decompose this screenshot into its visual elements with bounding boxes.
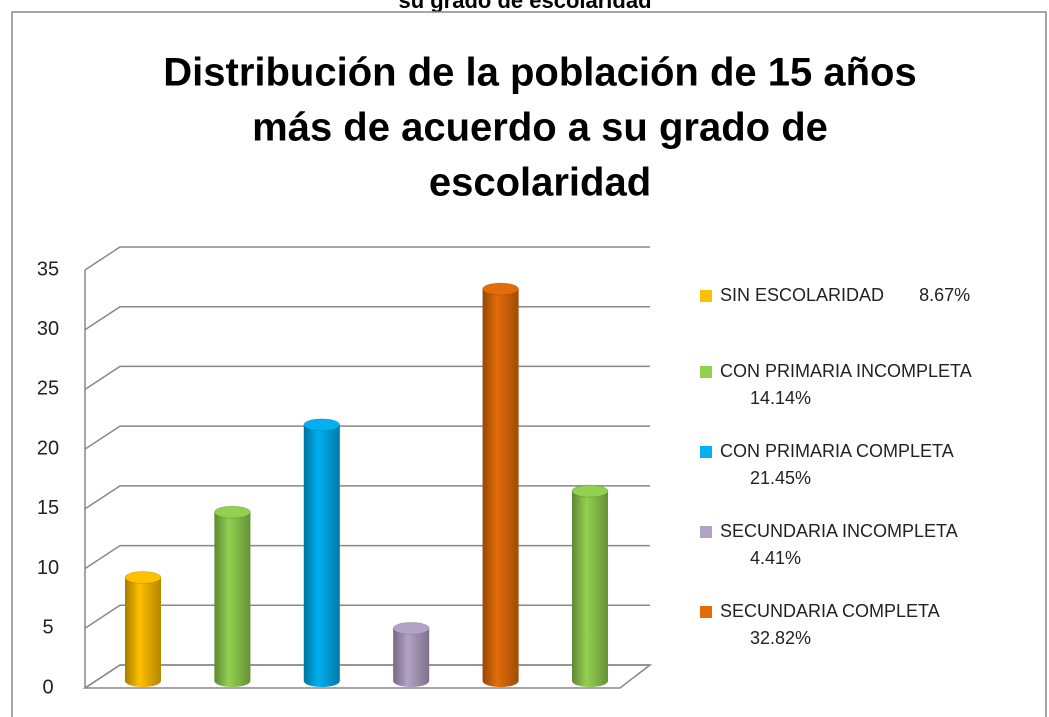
legend-text: SIN ESCOLARIDAD 8.67% <box>720 282 1030 309</box>
bar <box>213 505 251 687</box>
legend-swatch <box>700 526 712 538</box>
legend-label: SECUNDARIA COMPLETA <box>720 601 939 621</box>
bar-top <box>303 418 341 432</box>
page-header: su grado de escolaridad <box>398 0 651 13</box>
chart-title: Distribución de la población de 15 años <box>163 51 916 95</box>
grid-line <box>84 305 650 331</box>
grid-line <box>84 365 650 391</box>
y-tick-label: 25 <box>37 378 59 400</box>
bar-top <box>392 621 430 635</box>
bar <box>571 484 609 687</box>
y-tick-label: 5 <box>42 617 53 639</box>
legend-text: SECUNDARIA COMPLETA 32.82% <box>720 598 1030 652</box>
y-tick-label: 20 <box>37 437 59 459</box>
grid-line <box>84 425 650 450</box>
grid-line <box>84 664 650 689</box>
legend-text: SECUNDARIA INCOMPLETA 4.41% <box>720 518 1030 572</box>
legend-text: CON PRIMARIA INCOMPLETA 14.14% <box>720 358 1030 412</box>
legend-entry: SECUNDARIA COMPLETA 32.82% <box>700 598 1030 652</box>
bar-shade <box>125 577 161 687</box>
legend-label: CON PRIMARIA COMPLETA <box>720 441 953 461</box>
bar-shade <box>572 491 608 687</box>
bar-shade <box>482 289 519 687</box>
y-tick-label: 30 <box>37 318 59 340</box>
bar-top <box>213 505 251 519</box>
legend-entry: SIN ESCOLARIDAD 8.67% <box>700 282 1030 309</box>
legend-swatch <box>700 290 712 302</box>
chart-title: escolaridad <box>429 161 651 205</box>
grid-line <box>84 485 650 510</box>
grid-line <box>84 544 650 570</box>
legend-value: 21.45% <box>750 468 812 488</box>
bar-top <box>571 484 609 498</box>
y-tick-label: 35 <box>37 258 59 280</box>
y-tick-label: 15 <box>37 497 59 519</box>
legend-swatch <box>700 446 712 458</box>
legend-value: 8.67% <box>919 285 971 305</box>
legend-entry: CON PRIMARIA INCOMPLETA 14.14% <box>700 358 1030 412</box>
bar <box>392 621 430 687</box>
bar <box>124 570 162 687</box>
bar-top <box>124 570 162 584</box>
floor <box>82 664 653 689</box>
legend-label: SECUNDARIA INCOMPLETA <box>720 521 957 541</box>
legend-label: CON PRIMARIA INCOMPLETA <box>720 361 971 381</box>
legend-entry: CON PRIMARIA COMPLETA 21.45% <box>700 438 1030 492</box>
legend-swatch <box>700 606 712 618</box>
grid-line <box>84 604 650 629</box>
bar-shade <box>303 424 340 687</box>
y-tick-label: 0 <box>42 676 53 698</box>
legend-value: 14.14% <box>750 388 812 408</box>
bar <box>482 282 520 687</box>
legend-text: CON PRIMARIA COMPLETA 21.45% <box>720 438 1030 492</box>
chart-border <box>11 11 1047 717</box>
bar <box>303 418 341 687</box>
chart-title: más de acuerdo a su grado de <box>252 106 828 150</box>
bar-shade <box>393 628 430 687</box>
grid-line <box>84 246 650 271</box>
legend-value: 4.41% <box>750 548 802 568</box>
bar-shade <box>214 512 251 687</box>
bar-top <box>482 282 520 296</box>
legend-entry: SECUNDARIA INCOMPLETA 4.41% <box>700 518 1030 572</box>
legend-swatch <box>700 366 712 378</box>
legend-value: 32.82% <box>750 628 812 648</box>
y-tick-label: 10 <box>37 557 59 579</box>
legend-label: SIN ESCOLARIDAD <box>720 285 885 305</box>
